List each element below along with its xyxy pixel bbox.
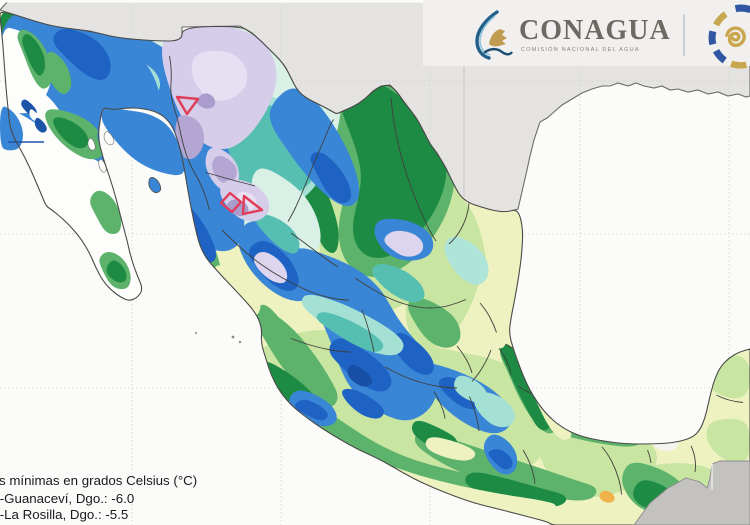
svg-text:CONAGUA: CONAGUA bbox=[519, 15, 671, 46]
svg-text:COMISIÓN NACIONAL DEL AGUA: COMISIÓN NACIONAL DEL AGUA bbox=[521, 46, 640, 53]
